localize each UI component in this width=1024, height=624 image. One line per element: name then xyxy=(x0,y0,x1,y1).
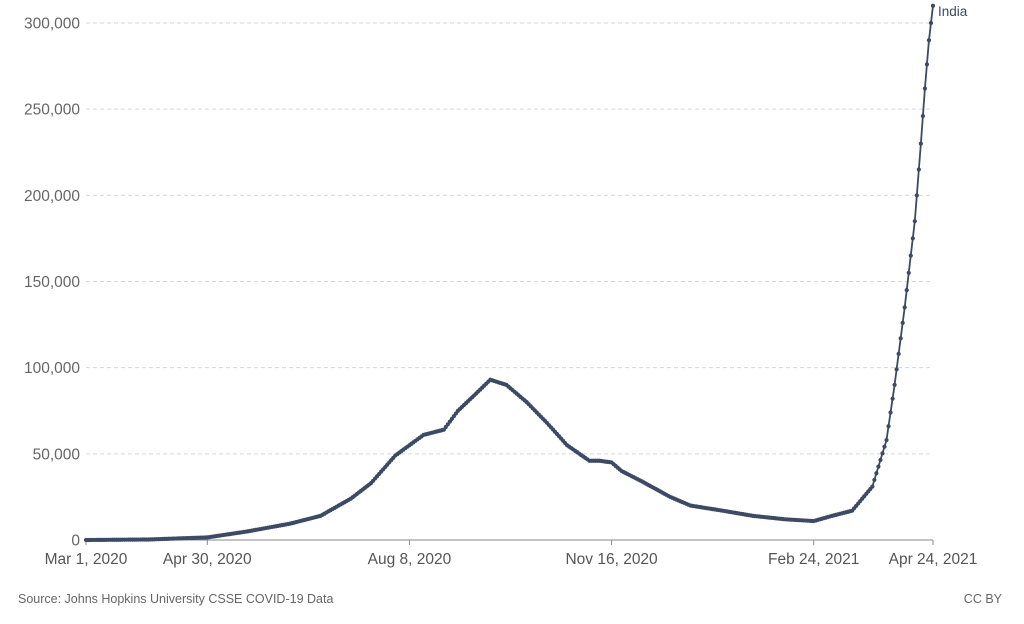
data-point xyxy=(926,38,932,43)
data-point xyxy=(918,141,923,146)
y-tick-label: 50,000 xyxy=(33,446,81,463)
data-point xyxy=(890,396,895,401)
data-point xyxy=(930,3,936,8)
data-point xyxy=(888,410,893,415)
x-tick-label: Aug 8, 2020 xyxy=(368,551,452,568)
y-tick-label: 0 xyxy=(71,533,80,550)
data-point xyxy=(872,477,877,483)
data-point xyxy=(912,219,917,224)
data-point xyxy=(922,86,928,91)
x-tick-label: Apr 24, 2021 xyxy=(889,551,978,568)
data-point xyxy=(902,305,907,310)
series-india: India xyxy=(83,3,968,543)
data-point xyxy=(892,382,897,387)
data-point xyxy=(882,444,887,449)
source-note: Source: Johns Hopkins University CSSE CO… xyxy=(18,592,334,606)
data-point xyxy=(898,336,903,341)
license-label: CC BY xyxy=(963,592,1002,606)
x-axis-ticks: Mar 1, 2020 Apr 30, 2020 Aug 8, 2020 Nov 16… xyxy=(45,540,978,568)
data-point xyxy=(896,351,901,356)
data-point xyxy=(870,484,875,489)
y-tick-label: 300,000 xyxy=(24,16,80,33)
data-point xyxy=(914,193,919,198)
data-point xyxy=(920,113,925,119)
data-point xyxy=(916,167,921,172)
data-point xyxy=(874,471,879,476)
x-tick-label: Mar 1, 2020 xyxy=(45,551,128,568)
x-tick-label: Feb 24, 2021 xyxy=(768,551,859,568)
data-point xyxy=(906,270,911,275)
data-point xyxy=(908,253,913,258)
data-point xyxy=(900,320,905,325)
series-line xyxy=(85,5,934,541)
data-point xyxy=(878,457,883,463)
data-point xyxy=(886,424,891,429)
data-point xyxy=(894,367,899,372)
data-point xyxy=(876,464,881,469)
y-tick-label: 200,000 xyxy=(24,188,80,205)
y-tick-label: 150,000 xyxy=(24,274,80,291)
series-label: India xyxy=(938,4,968,19)
data-point xyxy=(884,437,889,443)
data-point xyxy=(924,62,930,67)
data-point xyxy=(928,20,934,26)
y-axis-ticks: 0 50,000 100,000 150,000 200,000 250,000 300,0… xyxy=(24,16,80,550)
x-tick-label: Nov 16, 2020 xyxy=(565,551,658,568)
data-point xyxy=(904,288,909,293)
data-point xyxy=(880,451,885,456)
x-tick-label: Apr 30, 2020 xyxy=(163,551,252,568)
y-tick-label: 100,000 xyxy=(24,360,80,377)
gridlines xyxy=(86,22,933,455)
y-tick-label: 250,000 xyxy=(24,102,80,119)
data-point xyxy=(910,236,915,241)
